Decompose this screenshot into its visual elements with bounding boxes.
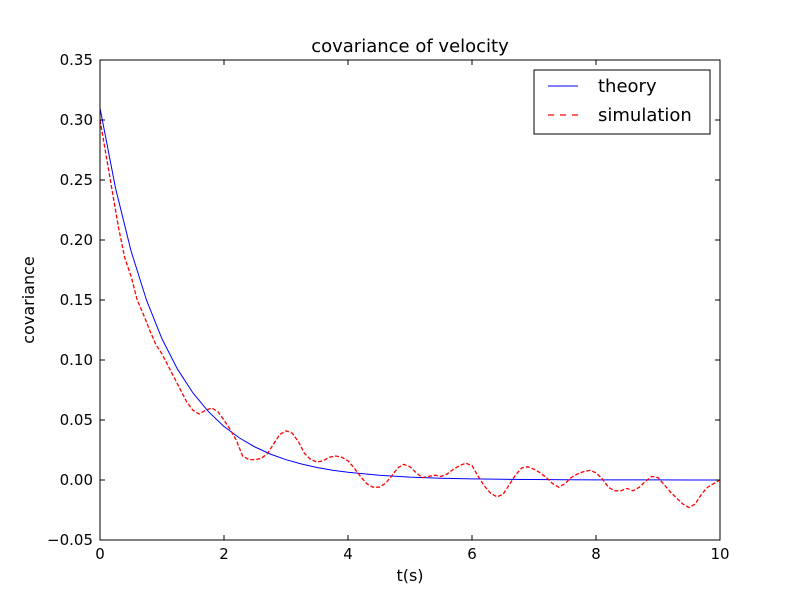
series-line-simulation bbox=[99, 119, 721, 509]
y-tick-label: 0.30 bbox=[60, 111, 93, 129]
series-line-theory bbox=[99, 107, 720, 481]
ticks-layer: 0 2 4 6 8 10 −0.05 0.00 0.05 0.10 0.15 0.20 0.25 0.30… bbox=[47, 51, 730, 563]
chart-title: covariance of velocity bbox=[311, 36, 509, 57]
y-tick-label: 0.10 bbox=[60, 351, 93, 369]
series-layer bbox=[99, 107, 721, 509]
plot-area-frame bbox=[99, 59, 721, 541]
legend-simulation-label: simulation bbox=[598, 105, 692, 126]
x-tick-label: 10 bbox=[710, 545, 729, 563]
x-tick-label: 8 bbox=[591, 545, 601, 563]
x-tick-label: 6 bbox=[467, 545, 477, 563]
y-tick-label: 0.20 bbox=[60, 231, 93, 249]
legend: theory simulation bbox=[533, 69, 711, 135]
y-tick-label: 0.00 bbox=[60, 471, 93, 489]
y-tick-label: 0.35 bbox=[60, 51, 93, 69]
y-tick-label: 0.15 bbox=[60, 291, 93, 309]
y-tick-label: −0.05 bbox=[47, 531, 93, 549]
x-tick-label: 2 bbox=[219, 545, 229, 563]
y-axis-label: covariance bbox=[19, 256, 38, 343]
x-axis-label: t(s) bbox=[396, 566, 423, 585]
x-tick-label: 0 bbox=[95, 545, 105, 563]
legend-box bbox=[533, 69, 711, 135]
y-tick-label: 0.25 bbox=[60, 171, 93, 189]
legend-theory-label: theory bbox=[598, 76, 657, 97]
y-tick-label: 0.05 bbox=[60, 411, 93, 429]
x-tick-label: 4 bbox=[343, 545, 353, 563]
